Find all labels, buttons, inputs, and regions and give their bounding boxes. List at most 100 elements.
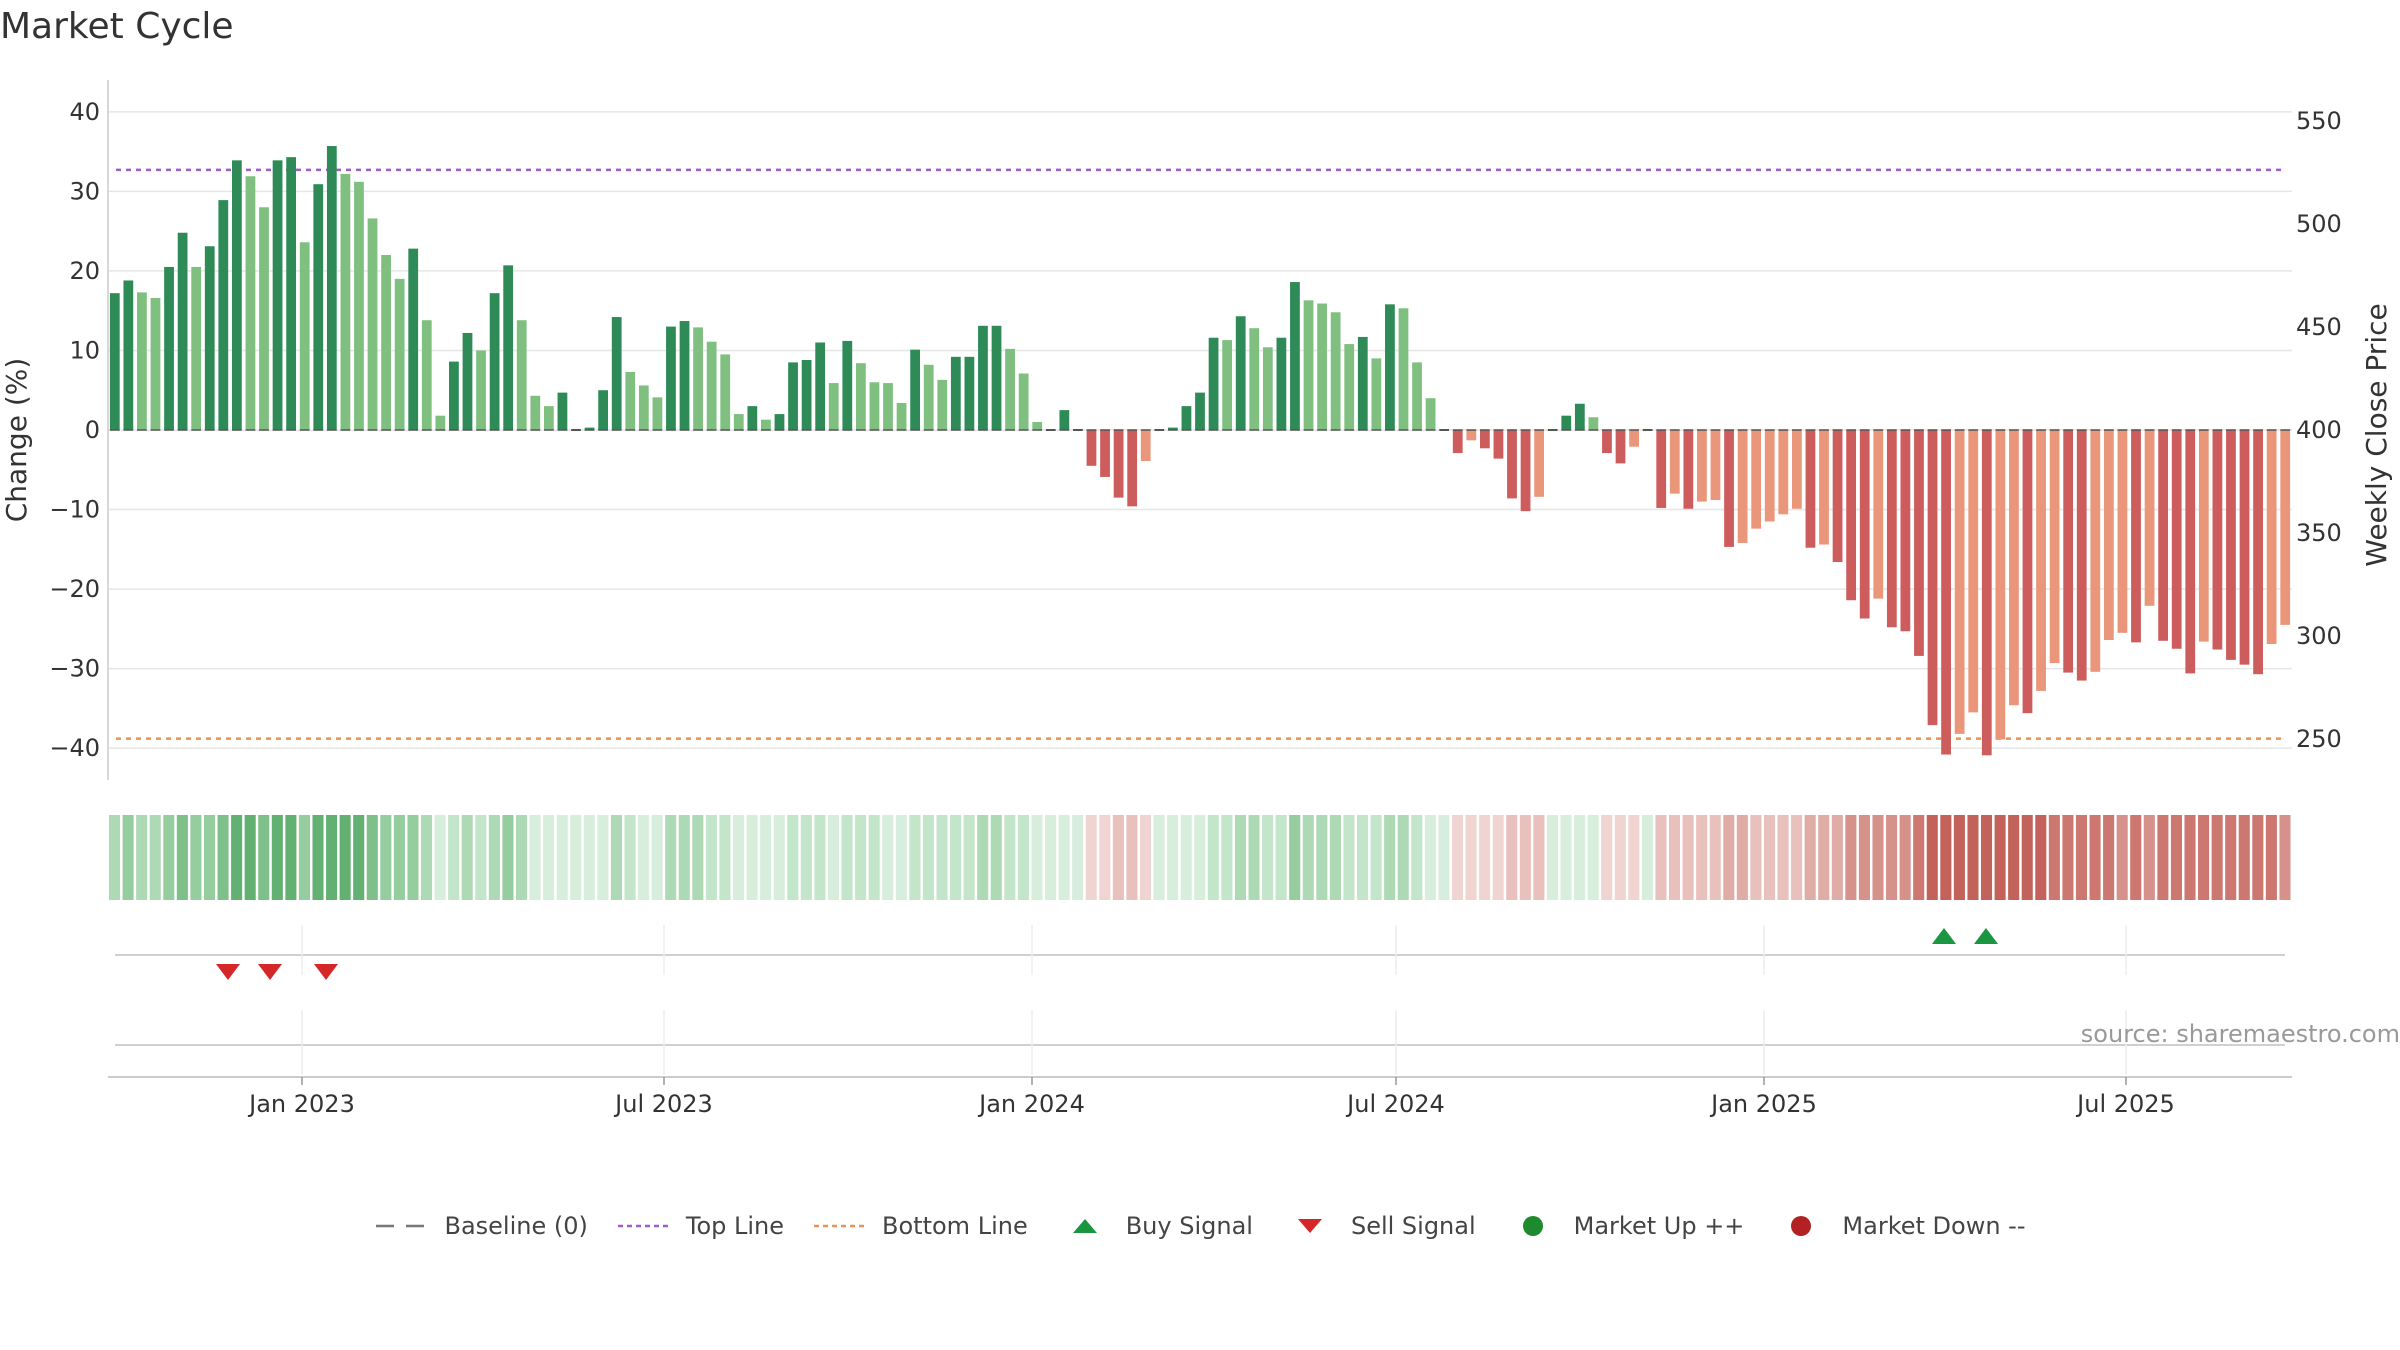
- change-bar: [1697, 430, 1707, 502]
- change-bar: [1968, 430, 1979, 713]
- heat-cell: [2238, 815, 2250, 900]
- change-bar: [1954, 430, 1965, 734]
- x-tick-label: Jan 2023: [247, 1090, 355, 1118]
- heat-cell: [353, 815, 365, 900]
- heat-cell: [638, 815, 650, 900]
- change-bar: [1737, 430, 1748, 543]
- change-bar: [1398, 308, 1409, 430]
- circle-icon: [1791, 1216, 1812, 1236]
- heat-cell: [1139, 815, 1152, 900]
- heat-cell: [393, 815, 405, 900]
- heat-cell: [2130, 815, 2142, 900]
- sell-signal-marker: [216, 964, 240, 980]
- heat-cell: [773, 815, 785, 900]
- heat-cell: [1926, 815, 1938, 900]
- change-bar: [1846, 430, 1857, 601]
- change-bar: [2009, 430, 2019, 706]
- heat-cell: [380, 815, 392, 900]
- heat-cell: [515, 815, 528, 900]
- heat-cell: [1533, 815, 1545, 900]
- heat-cell: [1628, 815, 1640, 900]
- heat-cell: [1438, 815, 1450, 900]
- heat-cell: [1085, 815, 1097, 900]
- heat-cell: [814, 815, 826, 900]
- change-bar: [950, 356, 961, 430]
- heat-cell: [2089, 815, 2101, 900]
- change-bar: [1086, 430, 1097, 466]
- heat-cell: [922, 815, 934, 900]
- change-bar: [2253, 430, 2263, 675]
- heat-cell: [271, 815, 283, 900]
- change-bar: [313, 184, 324, 430]
- heat-cell: [149, 815, 161, 900]
- heat-cell: [597, 815, 609, 900]
- y-tick-label: −20: [49, 575, 100, 603]
- change-bar: [1724, 430, 1734, 547]
- change-bar: [150, 297, 161, 430]
- change-bar: [177, 232, 188, 430]
- heat-cell: [1886, 815, 1898, 900]
- heat-cell: [1180, 815, 1192, 900]
- heat-cell: [1655, 815, 1667, 900]
- change-bar: [204, 246, 215, 430]
- change-bar: [2144, 430, 2155, 606]
- change-bar: [1669, 430, 1680, 494]
- heat-cell: [421, 815, 433, 900]
- change-bar: [1805, 430, 1816, 548]
- change-bar: [1235, 316, 1246, 430]
- heat-cell: [1831, 815, 1843, 900]
- change-bar: [123, 280, 134, 430]
- change-bar: [1683, 430, 1694, 509]
- change-bar: [788, 362, 798, 430]
- change-bar: [381, 255, 391, 430]
- change-bar: [1452, 430, 1463, 454]
- change-bar: [231, 160, 242, 430]
- change-bar: [503, 265, 514, 430]
- heat-cell: [2252, 815, 2264, 900]
- change-bar: [1018, 373, 1029, 430]
- y-tick-label: 0: [85, 416, 100, 444]
- y2-axis-label: Weekly Close Price: [2360, 303, 2393, 566]
- change-bar: [720, 354, 731, 430]
- heat-cell: [298, 815, 310, 900]
- change-bar: [340, 173, 351, 430]
- change-bar: [543, 406, 554, 430]
- y2-tick-label: 250: [2296, 725, 2342, 753]
- heat-cell: [1424, 815, 1436, 900]
- change-bar: [1507, 430, 1517, 499]
- y2-tick-label: 300: [2296, 622, 2342, 650]
- change-bar: [354, 181, 364, 430]
- change-bar: [666, 326, 676, 430]
- legend-item-market-down: Market Down --: [1772, 1212, 2026, 1240]
- heat-cell: [1397, 815, 1409, 900]
- change-bar: [2226, 430, 2236, 660]
- heat-cell: [1234, 815, 1246, 900]
- change-bar: [1995, 430, 2006, 740]
- y2-tick-label: 350: [2296, 519, 2342, 547]
- heat-cell: [1858, 815, 1870, 900]
- dot-line-icon: [617, 1224, 672, 1228]
- change-bar: [2239, 430, 2250, 665]
- change-bar: [584, 427, 595, 430]
- change-bar: [1615, 430, 1626, 464]
- chart-title: Market Cycle: [0, 6, 234, 47]
- heat-cell: [1804, 815, 1816, 900]
- change-bar: [1113, 430, 1124, 498]
- y-tick-label: 30: [69, 177, 100, 205]
- legend-label: Market Down --: [1842, 1212, 2026, 1240]
- change-bar: [2076, 430, 2087, 681]
- change-bar: [1290, 282, 1300, 430]
- heat-cell: [1370, 815, 1382, 900]
- heat-cell: [2008, 815, 2020, 900]
- change-bar: [693, 327, 703, 430]
- change-bar: [761, 419, 771, 430]
- change-bar: [611, 317, 622, 430]
- change-bar: [435, 415, 446, 430]
- heat-cell: [1981, 815, 1993, 900]
- heat-cell: [1004, 815, 1016, 900]
- heat-cell: [963, 815, 975, 900]
- sell-signal-marker: [258, 964, 282, 980]
- y2-tick-label: 500: [2296, 210, 2342, 238]
- heat-cell: [461, 815, 473, 900]
